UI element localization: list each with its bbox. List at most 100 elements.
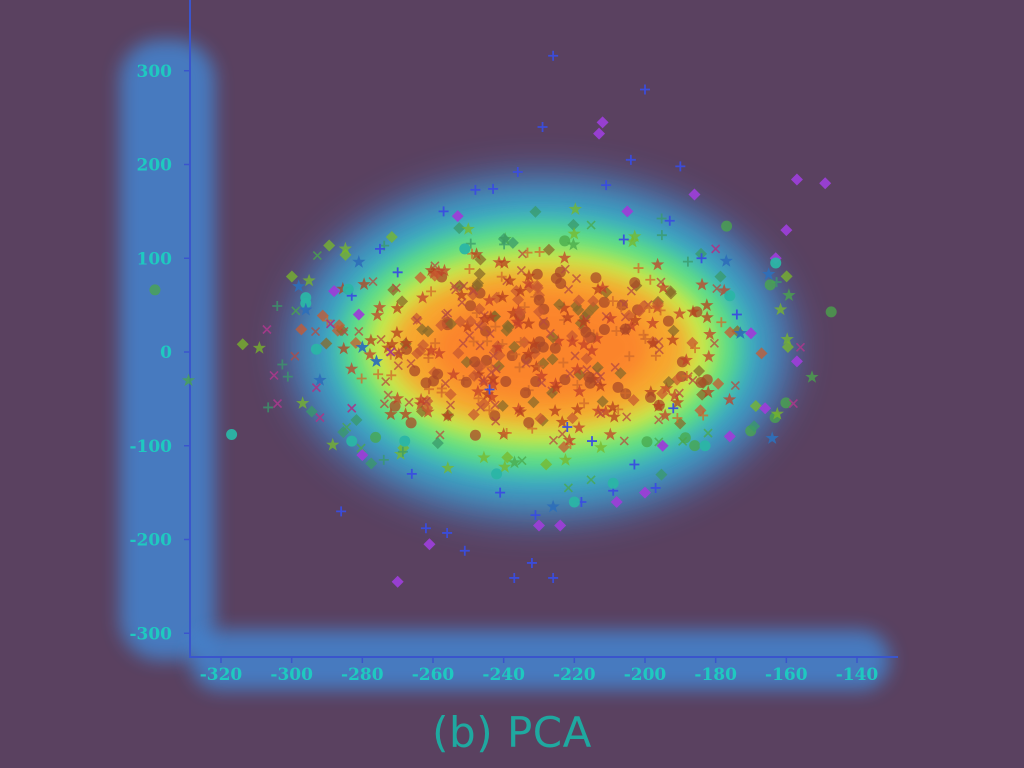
- point-star: [606, 400, 620, 414]
- point-star: [770, 406, 784, 420]
- point-cross: [474, 321, 484, 332]
- point-cross: [386, 347, 396, 357]
- point-star: [506, 306, 520, 319]
- point-circle: [549, 342, 561, 354]
- point-star: [522, 316, 536, 330]
- point-cross: [626, 286, 636, 296]
- point-diamond: [352, 308, 365, 321]
- point-star: [567, 226, 581, 240]
- point-star: [432, 346, 446, 360]
- point-diamond: [506, 236, 519, 249]
- point-cross: [441, 310, 451, 320]
- point-star: [460, 319, 475, 333]
- point-cross: [596, 409, 606, 419]
- point-star: [686, 304, 700, 318]
- point-circle: [370, 431, 382, 443]
- point-plus: [526, 557, 537, 568]
- point-circle: [432, 368, 444, 380]
- point-diamond: [714, 270, 727, 283]
- point-star: [762, 267, 776, 280]
- point-circle: [770, 257, 782, 269]
- point-diamond: [637, 300, 650, 313]
- point-cross: [674, 388, 684, 398]
- point-star: [701, 385, 715, 398]
- point-diamond: [534, 412, 547, 425]
- point-diamond: [596, 395, 609, 408]
- point-star: [369, 354, 384, 367]
- point-circle: [590, 272, 602, 284]
- point-star: [546, 499, 560, 513]
- point-cross: [325, 319, 336, 329]
- point-star: [695, 277, 709, 291]
- point-star: [603, 311, 618, 325]
- point-plus: [548, 50, 559, 61]
- point-star: [477, 450, 491, 464]
- point-cross: [272, 398, 283, 409]
- point-star: [381, 340, 395, 354]
- point-circle: [641, 436, 653, 448]
- y-tick-label: -200: [129, 531, 172, 551]
- point-cross: [391, 283, 401, 293]
- point-diamond: [724, 326, 737, 339]
- point-plus: [490, 321, 501, 332]
- point-star: [413, 397, 428, 411]
- point-cross: [521, 358, 531, 368]
- point-plus: [616, 302, 627, 313]
- point-diamond: [444, 388, 457, 401]
- point-circle: [568, 496, 580, 508]
- point-star: [352, 255, 366, 268]
- point-diamond: [431, 437, 444, 450]
- point-plus: [731, 309, 742, 320]
- point-cross: [393, 361, 403, 371]
- point-star: [338, 241, 352, 255]
- point-cross: [449, 281, 459, 291]
- point-plus: [607, 296, 618, 307]
- x-tick-label: -320: [200, 665, 243, 685]
- point-plus: [496, 271, 507, 282]
- point-plus: [624, 351, 635, 362]
- point-cross: [622, 412, 632, 422]
- point-circle: [629, 277, 641, 289]
- point-circle: [825, 306, 837, 318]
- point-cross: [571, 274, 582, 284]
- point-cross: [445, 400, 456, 410]
- y-tick-label: 100: [137, 249, 173, 269]
- point-star: [607, 409, 621, 423]
- point-diamond: [694, 404, 707, 417]
- point-star: [252, 341, 266, 354]
- point-plus: [668, 403, 679, 414]
- point-plus: [272, 301, 283, 312]
- point-circle: [695, 376, 707, 388]
- point-star: [507, 455, 522, 469]
- point-diamond: [514, 306, 527, 319]
- point-star: [302, 273, 316, 287]
- point-circle: [584, 377, 596, 389]
- point-circle: [469, 356, 481, 368]
- point-plus: [664, 215, 675, 226]
- point-plus: [336, 506, 347, 517]
- point-diamond: [451, 210, 464, 223]
- point-star: [416, 290, 430, 304]
- point-diamond: [466, 288, 479, 301]
- point-diamond: [651, 297, 664, 310]
- point-cross: [570, 351, 580, 361]
- point-diamond: [662, 375, 675, 388]
- point-star: [440, 409, 455, 422]
- point-plus: [484, 405, 495, 416]
- point-circle: [559, 235, 571, 247]
- y-tick-label: 200: [137, 156, 173, 176]
- point-star: [773, 302, 788, 316]
- point-star: [572, 384, 587, 398]
- point-diamond: [527, 396, 540, 409]
- point-star: [521, 276, 535, 290]
- y-tick-label: -300: [129, 624, 172, 644]
- point-plus: [656, 230, 667, 241]
- point-star: [780, 332, 794, 345]
- point-star: [510, 314, 524, 328]
- point-diamond: [627, 394, 640, 407]
- point-circle: [724, 290, 736, 302]
- point-cross: [312, 251, 322, 261]
- point-plus: [420, 523, 431, 534]
- x-tick-label: -140: [836, 665, 879, 685]
- point-diamond: [316, 309, 329, 322]
